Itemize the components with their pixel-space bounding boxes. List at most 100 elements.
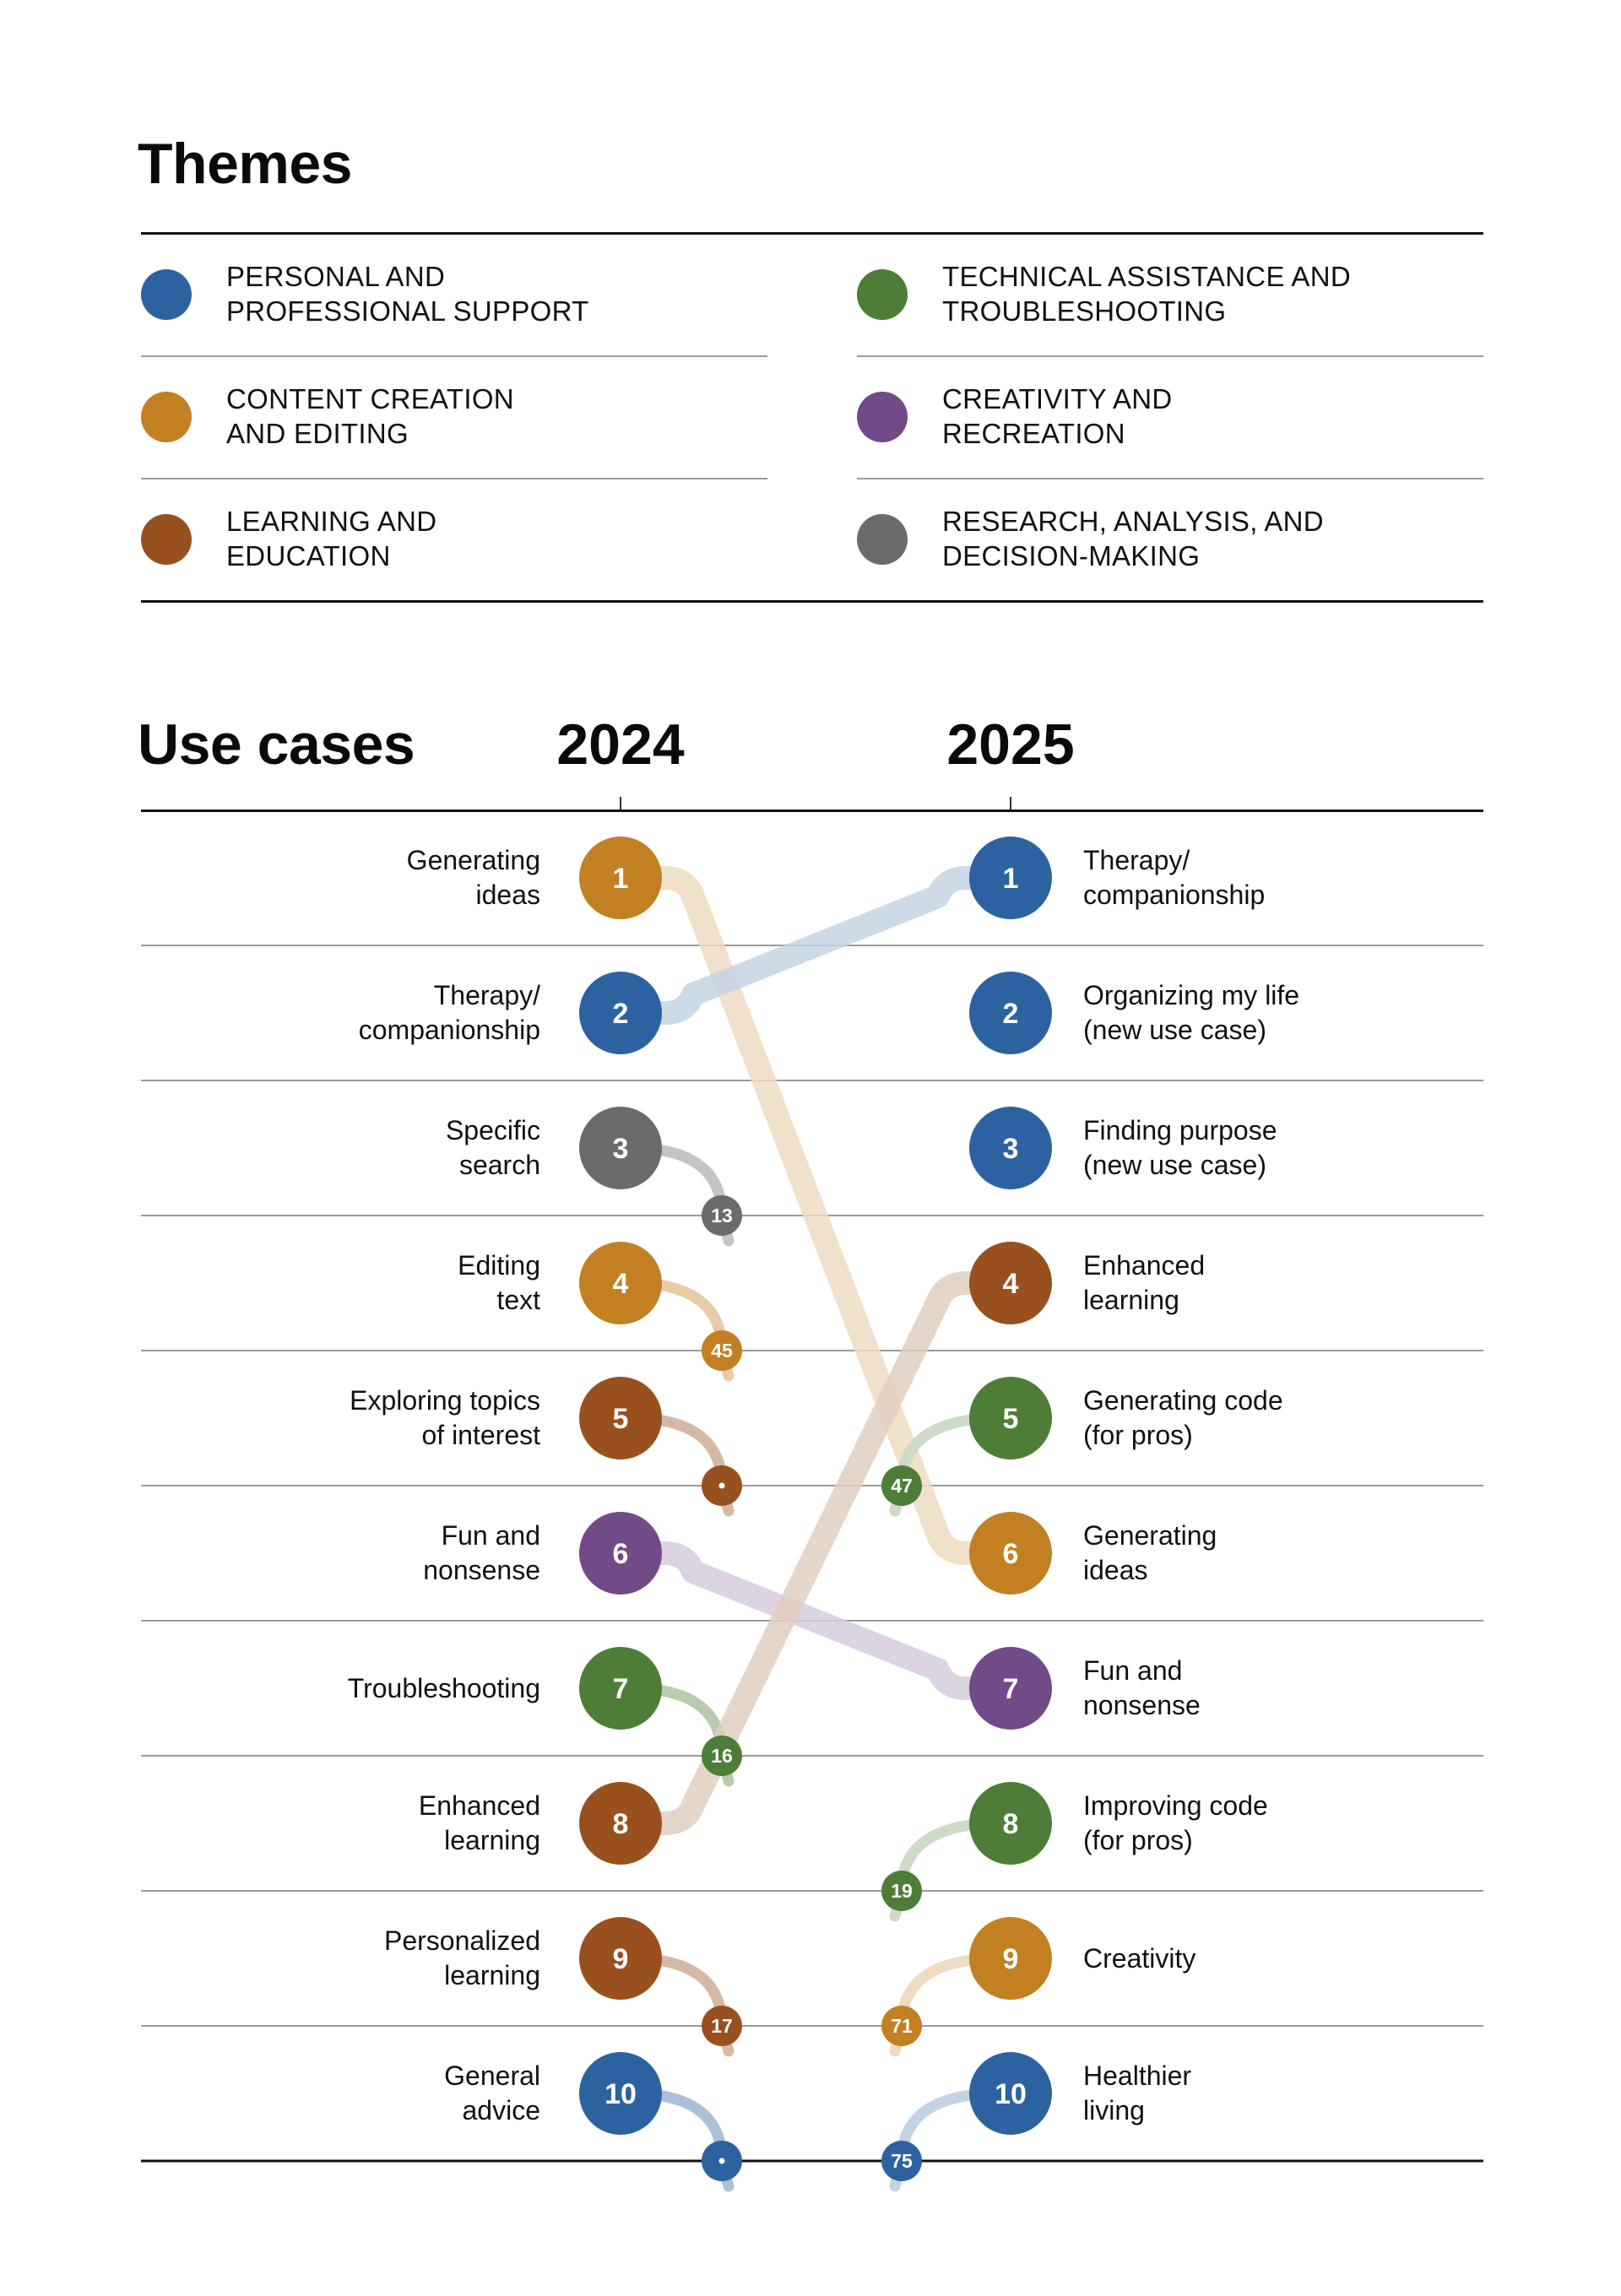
label-2024-rank-5: Exploring topics of interest bbox=[350, 1385, 540, 1450]
node-2024-rank-5: 5 bbox=[579, 1377, 662, 1459]
year-2024-label: 2024 bbox=[556, 712, 685, 777]
tick-2025 bbox=[1010, 797, 1011, 810]
legend-label-research: Research, analysis, and decision-making bbox=[942, 506, 1324, 571]
badge-2024-rank-10: 75 bbox=[881, 2141, 922, 2181]
legend-dot-technical bbox=[857, 269, 908, 320]
badge-2025-rank-7: 16 bbox=[702, 1736, 742, 1776]
rank-number: 7 bbox=[613, 1673, 629, 1705]
rank-circle bbox=[969, 1782, 1052, 1865]
node-2025-rank-4: 4 bbox=[969, 1242, 1052, 1324]
badge-2025-rank-10 bbox=[702, 2141, 742, 2181]
rank-number: 10 bbox=[604, 2078, 637, 2110]
rank-circle bbox=[579, 1647, 662, 1730]
label-2024-rank-2: Therapy/ companionship bbox=[358, 980, 540, 1045]
rank-number: 6 bbox=[1003, 1538, 1019, 1570]
rank-number: 2 bbox=[613, 998, 629, 1030]
label-2025-rank-3: Finding purpose (new use case) bbox=[1083, 1115, 1277, 1180]
label-2025-rank-1: Therapy/ companionship bbox=[1083, 845, 1266, 910]
badge-circle bbox=[702, 1736, 742, 1776]
rank-circle bbox=[579, 972, 662, 1054]
badge-number: 75 bbox=[891, 2150, 913, 2172]
badge-number: 71 bbox=[891, 2015, 913, 2037]
rank-circle bbox=[579, 1242, 662, 1324]
legend-separator bbox=[141, 355, 767, 357]
legend-label-content: Content creation and editing bbox=[226, 383, 514, 449]
label-2024-rank-6: Fun and nonsense bbox=[423, 1520, 540, 1585]
label-2024-rank-7: Troubleshooting bbox=[347, 1672, 540, 1703]
badge-number: 19 bbox=[891, 1880, 913, 1902]
rank-circle bbox=[969, 1917, 1052, 2000]
legend-item-personal: Personal and professional support bbox=[141, 234, 767, 356]
themes-top-rule bbox=[141, 232, 1483, 235]
rank-number: 8 bbox=[1003, 1808, 1019, 1840]
legend-item-learning: Learning and education bbox=[141, 479, 767, 601]
badge-dot bbox=[718, 1482, 725, 1489]
rank-circle bbox=[579, 1917, 662, 2000]
legend-item-creativity: Creativity and recreation bbox=[857, 356, 1483, 479]
legend-dot-research bbox=[857, 514, 908, 565]
rank-circle bbox=[969, 1107, 1052, 1189]
badge-circle bbox=[881, 2141, 922, 2181]
node-2025-rank-9: 9 bbox=[969, 1917, 1052, 2000]
badge-circle bbox=[881, 1871, 922, 1911]
rank-number: 6 bbox=[613, 1538, 629, 1570]
legend-item-research: Research, analysis, and decision-making bbox=[857, 479, 1483, 601]
rank-circle bbox=[969, 1242, 1052, 1324]
label-2025-rank-8: Improving code (for pros) bbox=[1083, 1790, 1268, 1855]
themes-title: Themes bbox=[138, 132, 353, 196]
link-8-to-4 bbox=[621, 1271, 1011, 1835]
node-2025-rank-5: 5 bbox=[969, 1377, 1052, 1459]
rank-circle bbox=[969, 972, 1052, 1054]
rank-number: 8 bbox=[613, 1808, 629, 1840]
badge-2025-rank-4: 45 bbox=[702, 1330, 742, 1371]
link-6-to-7 bbox=[621, 1541, 1011, 1700]
badge-number: 16 bbox=[711, 1745, 733, 1767]
rank-circle bbox=[579, 1512, 662, 1595]
badge-circle bbox=[702, 1330, 742, 1371]
year-2025-label: 2025 bbox=[946, 712, 1075, 777]
rank-number: 9 bbox=[1003, 1943, 1019, 1975]
rank-number: 10 bbox=[995, 2078, 1027, 2110]
node-2025-rank-7: 7 bbox=[969, 1647, 1052, 1730]
node-2024-rank-1: 1 bbox=[579, 837, 662, 919]
badge-number: 45 bbox=[711, 1340, 733, 1362]
link-2-to-1 bbox=[621, 866, 1011, 1025]
rank-circle bbox=[579, 1782, 662, 1865]
use-cases-title: Use cases bbox=[138, 712, 415, 777]
node-2024-rank-4: 4 bbox=[579, 1242, 662, 1324]
badge-number: 13 bbox=[711, 1205, 733, 1227]
themes-bottom-rule bbox=[141, 600, 1483, 603]
badge-circle bbox=[881, 1465, 922, 1506]
badge-number: 17 bbox=[711, 2015, 733, 2037]
rank-circle bbox=[579, 837, 662, 919]
legend-separator bbox=[141, 478, 767, 479]
legend-label-learning: Learning and education bbox=[226, 506, 437, 571]
rank-number: 3 bbox=[1003, 1133, 1019, 1165]
badge-2024-rank-5: 47 bbox=[881, 1465, 922, 1506]
rank-circle bbox=[579, 1107, 662, 1189]
legend-dot-personal bbox=[141, 269, 192, 320]
label-2024-rank-10: General advice bbox=[444, 2060, 540, 2125]
badge-circle bbox=[881, 2006, 922, 2046]
legend-dot-content bbox=[141, 392, 192, 442]
badge-2024-rank-8: 19 bbox=[881, 1871, 922, 1911]
node-2024-rank-8: 8 bbox=[579, 1782, 662, 1865]
label-2025-rank-4: Enhanced learning bbox=[1083, 1250, 1206, 1315]
node-2025-rank-10: 10 bbox=[969, 2052, 1052, 2135]
label-2025-rank-9: Creativity bbox=[1083, 1942, 1196, 1974]
badge-2024-rank-9: 71 bbox=[881, 2006, 922, 2046]
label-2024-rank-8: Enhanced learning bbox=[418, 1790, 540, 1855]
rank-number: 4 bbox=[613, 1268, 629, 1300]
rank-links bbox=[615, 866, 1017, 2192]
rank-number: 5 bbox=[613, 1403, 629, 1435]
link-1-to-6 bbox=[621, 866, 1011, 1565]
rank-circle bbox=[579, 2052, 662, 2135]
label-2025-rank-6: Generating ideas bbox=[1083, 1520, 1217, 1585]
node-2025-rank-6: 6 bbox=[969, 1512, 1052, 1595]
rank-number: 4 bbox=[1003, 1268, 1019, 1300]
badge-2025-rank-9: 17 bbox=[702, 2006, 742, 2046]
label-2025-rank-5: Generating code (for pros) bbox=[1083, 1385, 1283, 1450]
rank-number: 2 bbox=[1003, 998, 1019, 1030]
